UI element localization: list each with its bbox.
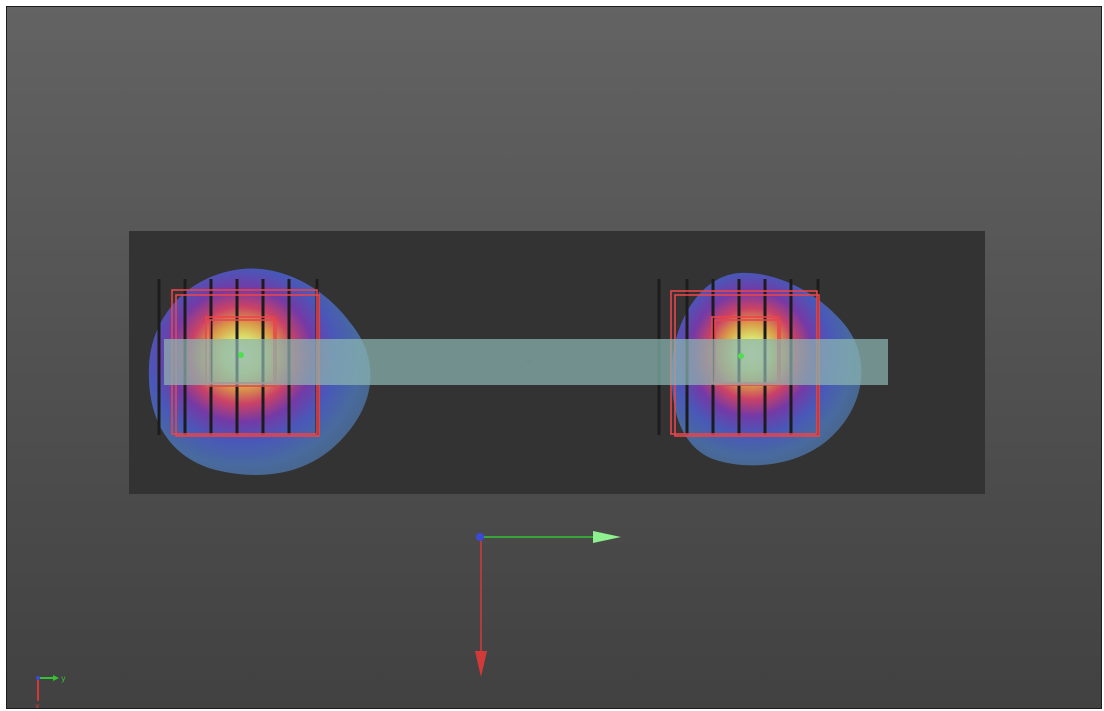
mini-y-label: y [61,674,66,683]
x-axis-arrow [475,651,487,677]
scene-canvas[interactable]: y x [7,7,1101,708]
mini-y-arrow [53,675,59,681]
y-axis-arrow [593,531,621,543]
orientation-widget: y x [35,674,66,708]
left-center-marker [238,352,244,358]
mini-z-dot [36,676,40,680]
beam-center-marker [525,359,533,363]
z-axis-dot [476,533,484,541]
mini-x-label: x [35,702,40,708]
right-center-marker [738,353,744,359]
axis-gizmo[interactable] [475,531,621,677]
3d-viewport[interactable]: y x [6,6,1102,709]
